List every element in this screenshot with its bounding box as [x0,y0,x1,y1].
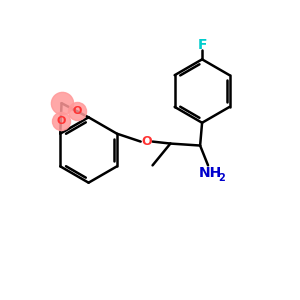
Text: NH: NH [198,166,222,180]
Text: O: O [73,106,82,116]
Text: 2: 2 [218,173,225,183]
Text: O: O [56,116,65,126]
Text: F: F [197,38,207,52]
Text: O: O [141,135,152,148]
